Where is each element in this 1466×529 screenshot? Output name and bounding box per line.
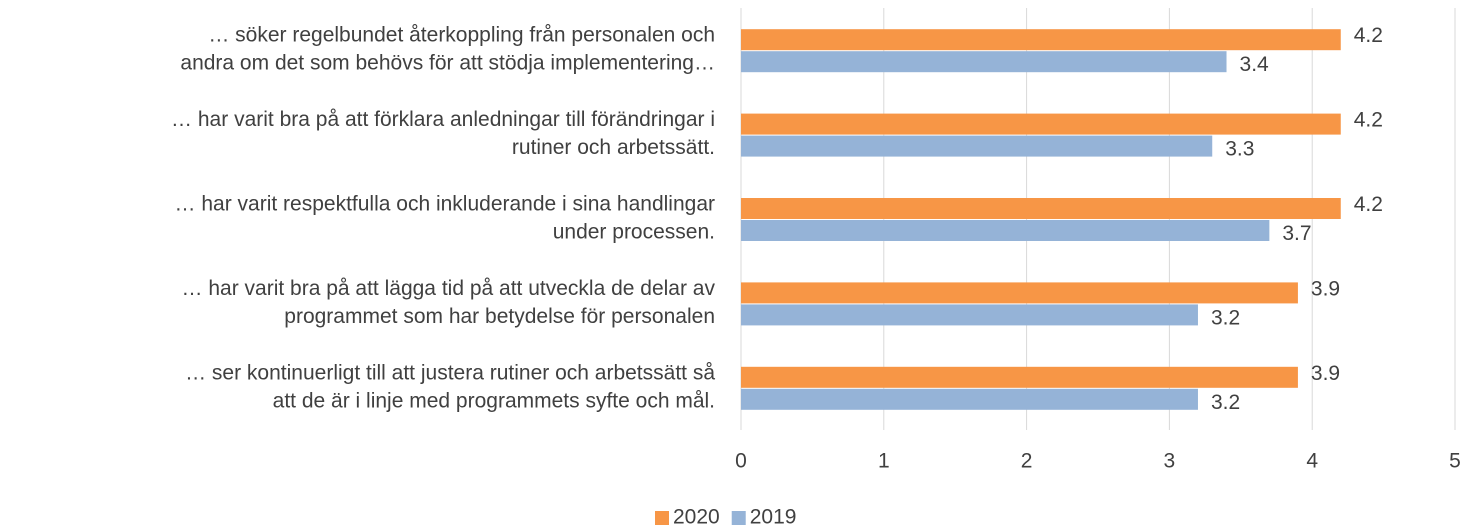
- value-label: 3.3: [1225, 138, 1254, 161]
- category-label: att de är i linje med programmets syfte …: [273, 389, 715, 412]
- legend-label: 2019: [750, 506, 797, 529]
- x-tick-label: 2: [1021, 450, 1033, 473]
- bar: [741, 388, 1198, 410]
- bar: [741, 29, 1341, 51]
- x-tick-label: 0: [735, 450, 747, 473]
- value-label: 3.4: [1240, 53, 1270, 76]
- legend-label: 2020: [673, 506, 720, 529]
- category-label: … har varit bra på att förklara anlednin…: [171, 108, 715, 131]
- category-label: … ser kontinuerligt till att justera rut…: [185, 361, 715, 384]
- value-label: 3.9: [1311, 362, 1340, 385]
- value-label: 3.2: [1211, 391, 1240, 414]
- value-label: 4.2: [1354, 24, 1383, 47]
- bar: [741, 304, 1198, 326]
- legend-swatch: [655, 511, 669, 525]
- category-label: … söker regelbundet återkoppling från pe…: [208, 24, 715, 47]
- category-label: … har varit respektfulla och inkluderand…: [175, 193, 715, 216]
- bar: [741, 220, 1270, 241]
- bar: [741, 366, 1298, 388]
- bar: [741, 135, 1213, 157]
- x-tick-label: 1: [878, 450, 890, 473]
- value-label: 4.2: [1354, 109, 1383, 132]
- category-label: rutiner och arbetssätt.: [512, 136, 715, 159]
- category-label: under processen.: [553, 221, 715, 244]
- category-label: andra om det som behövs för att stödja i…: [180, 52, 715, 75]
- x-tick-label: 4: [1306, 450, 1318, 473]
- category-label: … har varit bra på att lägga tid på att …: [182, 277, 716, 300]
- value-label: 3.7: [1282, 222, 1311, 245]
- value-label: 4.2: [1354, 193, 1383, 216]
- x-tick-label: 5: [1449, 450, 1461, 473]
- bar: [741, 51, 1227, 73]
- category-label: programmet som har betydelse för persona…: [284, 305, 715, 328]
- value-label: 3.9: [1311, 277, 1340, 300]
- bar: [741, 198, 1341, 219]
- bar: [741, 282, 1298, 304]
- legend-swatch: [731, 511, 746, 525]
- bar: [741, 113, 1341, 135]
- value-label: 3.2: [1211, 306, 1240, 329]
- x-tick-label: 3: [1164, 450, 1176, 473]
